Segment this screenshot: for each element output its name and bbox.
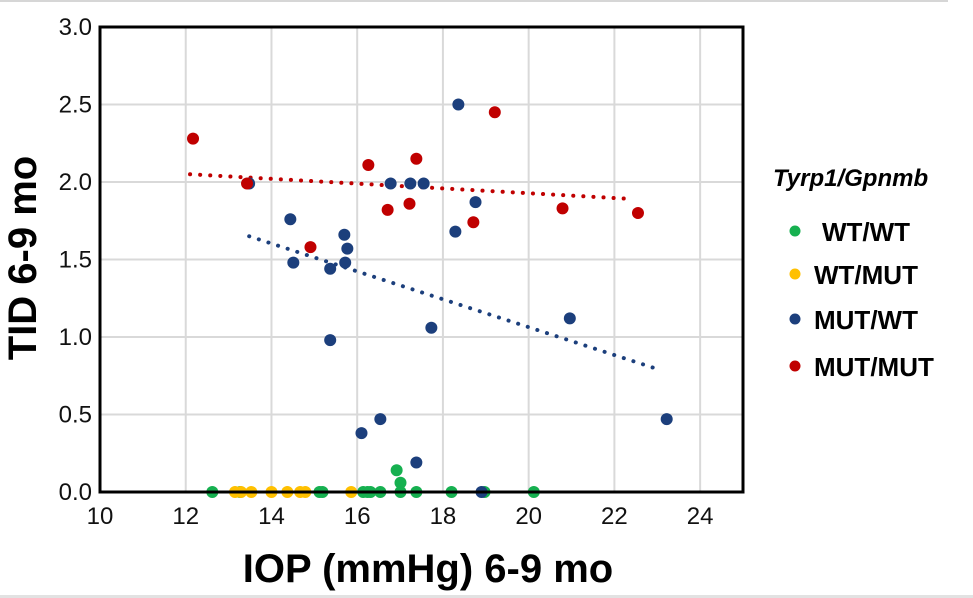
bottom-frame-line [0, 595, 973, 598]
y-tick-label: 0.5 [59, 402, 92, 429]
point-mut-wt [324, 262, 337, 275]
point-mut-mut [410, 152, 423, 165]
point-mut-wt [452, 98, 465, 111]
point-mut-wt [338, 228, 351, 241]
point-mut-mut [362, 158, 375, 171]
legend-title: Tyrp1/Gpnmb [773, 165, 928, 192]
point-mut-wt [324, 334, 337, 347]
legend-marker-mut-mut [789, 360, 801, 372]
trendline-mut-wt [247, 234, 661, 372]
data-points [187, 98, 673, 498]
point-mut-wt [469, 196, 482, 209]
point-mut-mut [403, 197, 416, 210]
y-tick-label: 1.5 [59, 247, 92, 274]
point-mut-wt [410, 456, 423, 469]
point-mut-wt [374, 413, 387, 426]
x-tick-label: 24 [687, 503, 714, 530]
point-mut-wt [287, 256, 300, 269]
point-mut-mut [631, 207, 644, 219]
point-mut-wt [404, 177, 417, 190]
x-axis-ticks: 10 12 14 16 18 20 22 24 [87, 503, 714, 530]
legend-label: WT/MUT [814, 260, 918, 290]
legend-marker-wt-mut [789, 268, 801, 280]
point-mut-wt [384, 177, 397, 190]
x-tick-label: 10 [87, 503, 114, 530]
point-mut-mut [381, 203, 394, 216]
legend-label: MUT/WT [814, 305, 918, 335]
y-tick-label: 3.0 [59, 14, 92, 41]
trendlines [188, 172, 661, 372]
x-axis-title: IOP (mmHg) 6-9 mo [243, 547, 613, 591]
point-mut-mut [304, 241, 317, 254]
y-tick-label: 0.0 [59, 479, 92, 506]
legend-marker-mut-wt [789, 313, 801, 325]
grid-lines [100, 27, 743, 492]
y-tick-label: 2.5 [59, 92, 92, 119]
legend-marker-wt-wt [789, 225, 801, 237]
x-tick-label: 20 [515, 503, 542, 530]
x-tick-label: 22 [601, 503, 628, 530]
point-mut-wt [284, 213, 297, 226]
point-mut-wt [339, 256, 352, 269]
point-mut-wt [417, 177, 430, 190]
x-tick-label: 18 [430, 503, 457, 530]
x-tick-label: 16 [344, 503, 371, 530]
point-wt-wt [390, 464, 403, 477]
point-mut-mut [488, 106, 501, 119]
legend-label: MUT/MUT [814, 352, 934, 382]
x-tick-label: 14 [258, 503, 285, 530]
point-mut-mut [556, 202, 569, 215]
legend: Tyrp1/Gpnmb WT/WT WT/MUT MUT/WT MUT/MUT [773, 165, 934, 382]
legend-label: WT/WT [822, 217, 910, 247]
point-mut-mut [467, 216, 480, 229]
point-mut-wt [341, 242, 354, 255]
point-mut-wt [660, 413, 673, 426]
y-tick-label: 2.0 [59, 169, 92, 196]
point-mut-wt [355, 427, 368, 440]
point-mut-wt [563, 312, 576, 325]
y-axis-title: TID 6-9 mo [1, 156, 45, 360]
point-mut-mut [241, 177, 254, 190]
point-mut-wt [449, 225, 462, 238]
y-tick-label: 1.0 [59, 324, 92, 351]
point-mut-wt [425, 321, 438, 334]
plot-border [98, 25, 745, 494]
point-wt-wt [394, 476, 407, 489]
x-tick-label: 12 [172, 503, 199, 530]
y-axis-ticks: 0.0 0.5 1.0 1.5 2.0 2.5 3.0 [59, 14, 92, 506]
point-mut-mut [187, 132, 200, 145]
top-frame-line [0, 0, 948, 2]
